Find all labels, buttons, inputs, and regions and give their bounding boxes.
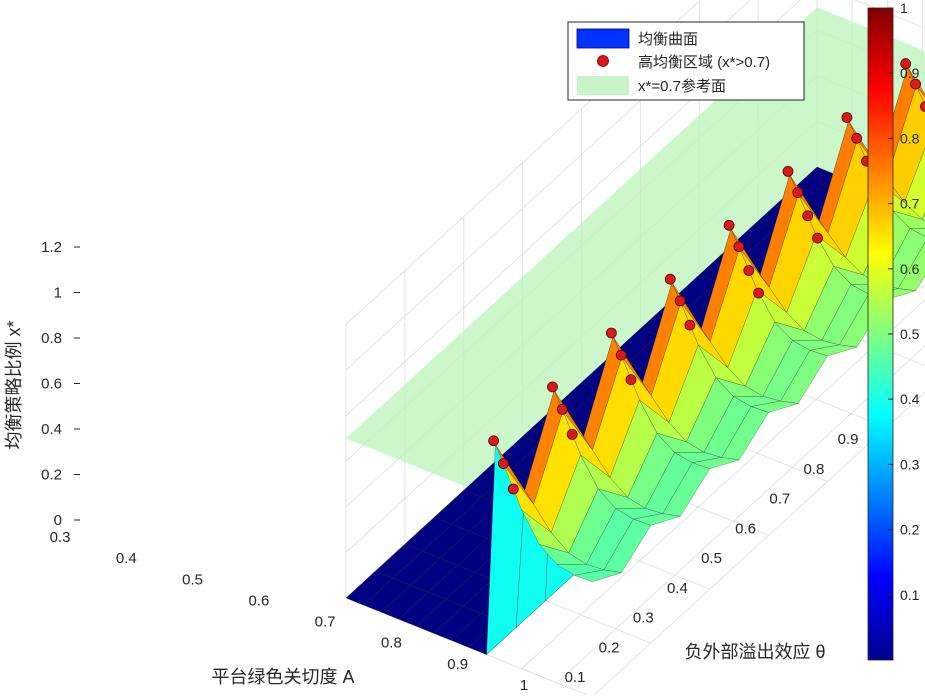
high-region-marker [803, 211, 813, 221]
high-region-marker [616, 350, 626, 360]
x-tick-label: 0.9 [447, 656, 468, 673]
colorbar-tick-label: 0.9 [900, 65, 920, 81]
z-tick-label: 0.4 [41, 421, 62, 438]
legend-marker-high [598, 56, 609, 67]
x-tick-label: 0.5 [182, 571, 203, 588]
colorbar-tick-label: 0.5 [900, 326, 920, 342]
y-tick-label: 0.6 [735, 520, 756, 537]
high-region-marker [508, 484, 518, 494]
high-region-marker [498, 459, 508, 469]
legend-label-high: 高均衡区域 (x*>0.7) [638, 54, 770, 71]
high-region-marker [567, 429, 577, 439]
high-region-marker [557, 404, 567, 414]
high-region-marker [813, 233, 823, 243]
y-tick-label: 0.2 [599, 639, 620, 656]
high-region-marker [744, 266, 754, 276]
colorbar-tick-label: 0.6 [900, 261, 920, 277]
z-tick-label: 0 [54, 512, 62, 529]
colorbar-tick-label: 0.1 [900, 587, 920, 603]
y-tick-label: 0.8 [803, 461, 824, 478]
high-region-marker [675, 296, 685, 306]
high-region-marker [548, 382, 558, 392]
y-tick-label: 0.5 [701, 550, 722, 567]
high-region-marker [489, 436, 499, 446]
high-region-marker [626, 375, 636, 385]
z-tick-label: 0.6 [41, 376, 62, 393]
legend-swatch-plane [577, 76, 629, 95]
high-region-marker [606, 328, 616, 338]
colorbar-tick-label: 0.4 [900, 391, 920, 407]
high-region-marker [842, 113, 852, 123]
colorbar-tick-label: 1 [900, 0, 908, 16]
x-tick-label: 0.6 [248, 592, 269, 609]
high-region-marker [665, 274, 675, 284]
x-tick-label: 0.7 [315, 614, 336, 631]
x-tick-label: 0.4 [116, 550, 137, 567]
z-tick-label: 1.2 [41, 239, 62, 256]
legend-label-surface: 均衡曲面 [638, 31, 698, 48]
z-tick-label: 1 [54, 285, 62, 302]
colorbar-tick-label: 0.2 [900, 522, 920, 538]
high-region-marker [754, 288, 764, 298]
x-tick-label: 0.8 [381, 635, 402, 652]
high-region-marker [734, 242, 744, 252]
x-tick-label: 1 [520, 677, 528, 694]
y-tick-label: 0.7 [769, 491, 790, 508]
high-region-marker [852, 133, 862, 143]
z-axis-label: 均衡策略比例 x* [4, 320, 24, 449]
high-region-marker [783, 166, 793, 176]
y-tick-label: 0.4 [667, 580, 688, 597]
z-tick-label: 0.8 [41, 330, 62, 347]
colorbar-tick-label: 0.7 [900, 196, 920, 212]
high-region-marker [685, 320, 695, 330]
y-axis-label: 负外部溢出效应 θ [684, 642, 825, 662]
colorbar-tick-label: 0.8 [900, 130, 920, 146]
high-region-marker [724, 220, 734, 230]
x-axis-label: 平台绿色关切度 A [211, 667, 354, 687]
legend-swatch-surface [577, 29, 629, 48]
legend: 均衡曲面 高均衡区域 (x*>0.7) x*=0.7参考面 [568, 22, 804, 100]
z-tick-label: 0.2 [41, 467, 62, 484]
legend-label-plane: x*=0.7参考面 [638, 78, 726, 95]
y-tick-label: 0.9 [838, 431, 859, 448]
x-tick-label: 0.3 [50, 529, 71, 546]
colorbar-tick-label: 0.3 [900, 456, 920, 472]
y-tick-label: 0.1 [565, 669, 586, 686]
y-tick-label: 0.3 [633, 610, 654, 627]
high-region-marker [793, 188, 803, 198]
